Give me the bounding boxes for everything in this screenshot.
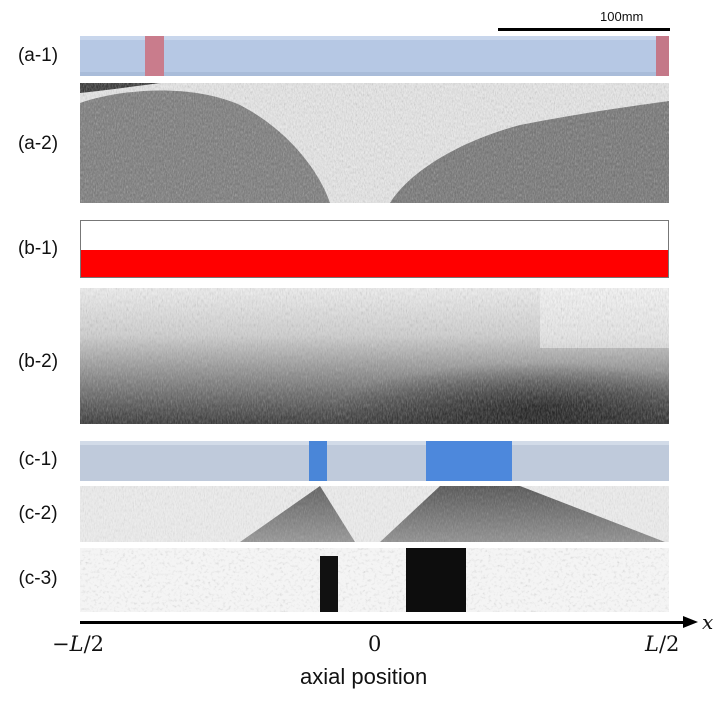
panel-label-a2: (a-2) xyxy=(17,133,59,154)
x-axis-line xyxy=(80,621,684,624)
panel-a2-image xyxy=(80,83,669,203)
panel-label-c1: (c-1) xyxy=(18,449,58,470)
panel-label-c3: (c-3) xyxy=(18,568,58,589)
panel-c1-tube xyxy=(80,441,669,481)
tick-right: L/2 xyxy=(645,632,680,656)
tick-center: 0 xyxy=(368,632,382,656)
red-fill-region xyxy=(81,250,668,277)
blue-band-wide xyxy=(426,441,512,481)
panel-label-b1: (b-1) xyxy=(17,238,59,259)
pink-band-left xyxy=(145,36,164,76)
panel-c3-image xyxy=(80,548,669,612)
panel-b1-fill xyxy=(80,220,669,278)
panel-label-b2: (b-2) xyxy=(17,351,59,372)
scale-bar xyxy=(498,28,670,31)
panel-label-c2: (c-2) xyxy=(18,503,58,524)
panel-a1-tube xyxy=(80,36,669,76)
x-axis-label: axial position xyxy=(300,664,428,689)
panel-label-a1: (a-1) xyxy=(17,45,59,66)
blue-band-narrow xyxy=(309,441,327,481)
panel-b2-image xyxy=(80,288,669,424)
dark-column-wide xyxy=(406,548,466,612)
tick-left: −L/2 xyxy=(52,632,104,656)
scale-bar-label: 100mm xyxy=(600,9,644,24)
x-axis-arrowhead xyxy=(683,616,698,628)
pink-band-right xyxy=(656,36,669,76)
panel-c2-image xyxy=(80,486,669,542)
dark-column-narrow xyxy=(320,556,338,612)
x-axis-variable: x xyxy=(702,610,714,634)
